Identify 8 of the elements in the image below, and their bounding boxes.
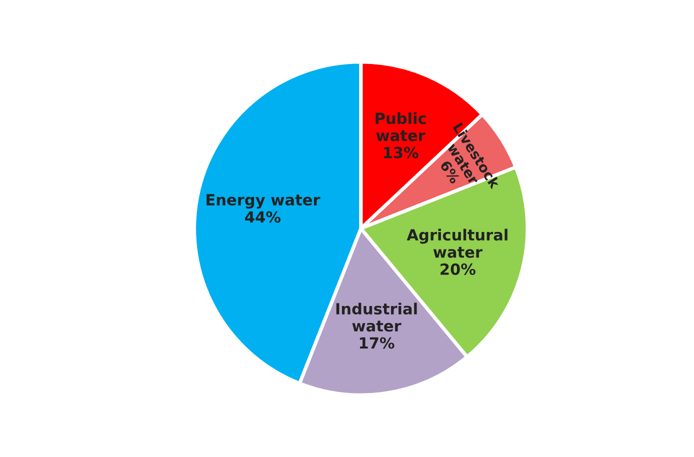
data-label: 44%	[245, 211, 281, 223]
data-label: 13%	[384, 146, 418, 158]
slice-label: Industrial water	[336, 302, 417, 332]
slice-label: Agricultural water	[406, 228, 508, 258]
slice-label: Public water	[376, 112, 426, 142]
data-label: 20%	[440, 263, 476, 275]
data-label: 17%	[360, 337, 394, 349]
slice-label: Energy water	[206, 194, 320, 209]
